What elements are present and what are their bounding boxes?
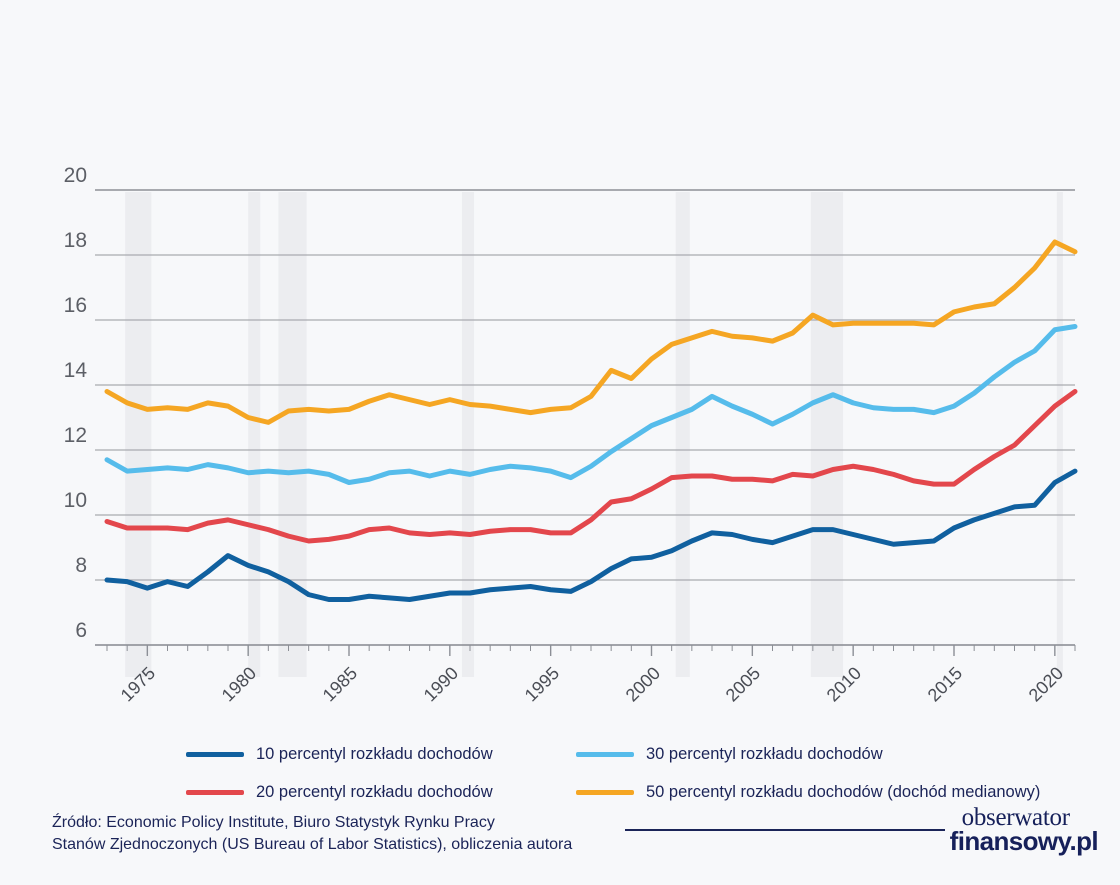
source-line-1: Źródło: Economic Policy Institute, Biuro… [52,814,495,831]
legend-swatch-p30 [576,751,634,757]
y-tick-label: 20 [63,164,87,187]
y-tick-label: 6 [75,619,87,642]
recession-band [125,192,152,677]
legend-swatch-p20 [186,789,244,795]
y-tick-label: 16 [63,294,87,317]
legend-item-p30[interactable]: 30 percentyl rozkładu dochodów [576,745,883,764]
y-tick-label: 18 [63,229,87,252]
y-tick-label: 8 [75,554,87,577]
legend-label-p10: 10 percentyl rozkładu dochodów [256,744,493,763]
y-tick-label: 14 [63,359,87,382]
footer-divider [625,829,945,831]
legend-label-p50: 50 percentyl rozkładu dochodów (dochód m… [646,782,1041,801]
recession-band [278,192,307,677]
y-tick-label: 10 [63,489,87,512]
recession-band [248,192,261,677]
legend-item-p20[interactable]: 20 percentyl rozkładu dochodów [186,783,576,802]
logo-bottom-text: finansowy.pl [949,826,1099,857]
logo-top-text: obserwator [961,804,1070,831]
legend-label-p20: 20 percentyl rozkładu dochodów [256,782,493,801]
brand-logo[interactable]: obserwator finansowy.pl [949,804,1099,857]
recession-band [810,192,844,677]
series-line-3 [104,239,1078,425]
chart-legend: 10 percentyl rozkładu dochodów 30 percen… [186,735,1086,811]
recession-band [461,192,475,677]
legend-row: 10 percentyl rozkładu dochodów 30 percen… [186,735,1086,773]
series-line-1 [104,389,1078,544]
source-line-2: Stanów Zjednoczonych (US Bureau of Labor… [52,836,573,853]
recession-band [675,192,690,677]
recession-band [1056,192,1063,677]
legend-item-p50[interactable]: 50 percentyl rozkładu dochodów (dochód m… [576,783,1040,802]
source-note: Źródło: Economic Policy Institute, Biuro… [52,812,572,856]
legend-label-p30: 30 percentyl rozkładu dochodów [646,744,883,763]
series-line-0 [104,468,1078,602]
series-line-2 [104,324,1078,485]
y-tick-label: 12 [63,424,87,447]
legend-row: 20 percentyl rozkładu dochodów 50 percen… [186,773,1086,811]
legend-swatch-p10 [186,751,244,757]
legend-swatch-p50 [576,789,634,795]
legend-item-p10[interactable]: 10 percentyl rozkładu dochodów [186,745,576,764]
